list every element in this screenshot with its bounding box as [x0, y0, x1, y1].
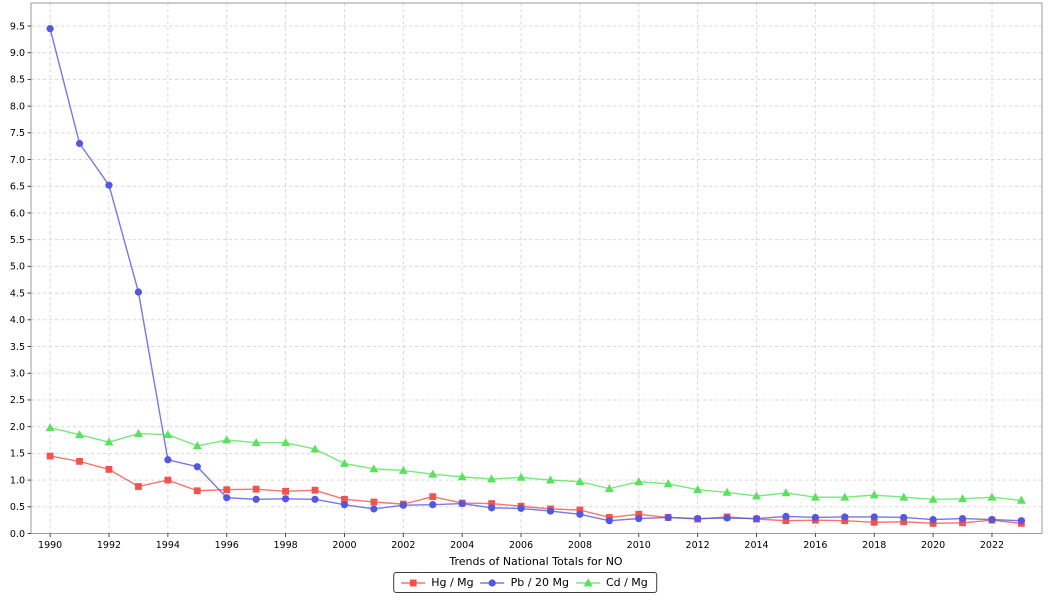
y-tick-label: 8.0 [10, 101, 25, 112]
series-line-cd-mg [49, 427, 1022, 502]
x-tick-label: 2018 [862, 540, 886, 551]
x-tick-label: 2010 [627, 540, 651, 551]
y-tick-label: 1.0 [10, 475, 25, 486]
series-markers-cd-mg [45, 423, 1026, 504]
legend-circle-marker-icon [480, 578, 505, 587]
x-tick-label: 1996 [215, 540, 239, 551]
x-tick-label: 2020 [921, 540, 945, 551]
data-series [45, 25, 1026, 527]
y-tick-label: 3.5 [10, 342, 25, 353]
y-tick-label: 0.5 [10, 502, 25, 513]
axis-ticks: 1990 1992 1994 1996 1998 2000 2002 2004 2006 2008… [10, 21, 1004, 551]
y-tick-label: 0.0 [10, 529, 25, 540]
x-tick-label: 1990 [38, 540, 62, 551]
y-tick-label: 3.0 [10, 369, 25, 380]
x-tick-label: 2002 [391, 540, 415, 551]
y-tick-label: 7.5 [10, 128, 25, 139]
legend-item-pb-20-mg: Pb / 20 Mg [480, 576, 569, 589]
chart-legend: Hg / Mg Pb / 20 Mg Cd / Mg [393, 572, 657, 593]
y-tick-label: 6.0 [10, 208, 25, 219]
x-tick-label: 2014 [744, 540, 768, 551]
series-line-hg-mg [50, 455, 1022, 525]
x-tick-label: 2012 [686, 540, 710, 551]
legend-square-marker-icon [401, 579, 426, 586]
x-tick-label: 2004 [450, 540, 474, 551]
x-tick-label: 2008 [568, 540, 592, 551]
y-tick-label: 2.5 [10, 395, 25, 406]
y-tick-label: 4.0 [10, 315, 25, 326]
legend-item-hg-mg: Hg / Mg [400, 576, 474, 589]
x-tick-label: 2022 [980, 540, 1004, 551]
y-tick-label: 1.5 [10, 449, 25, 460]
y-tick-label: 5.0 [10, 262, 25, 273]
gridlines [31, 3, 1042, 534]
series-markers-pb-20-mg [46, 25, 1025, 525]
y-tick-label: 4.5 [10, 288, 25, 299]
legend-label-hg-mg: Hg / Mg [431, 576, 474, 589]
y-tick-label: 9.5 [10, 21, 25, 32]
y-tick-label: 2.0 [10, 422, 25, 433]
x-tick-label: 1994 [156, 540, 180, 551]
x-tick-label: 1992 [97, 540, 121, 551]
y-tick-label: 9.0 [10, 48, 25, 59]
y-tick-label: 5.5 [10, 235, 25, 246]
plot-border [30, 2, 1043, 534]
legend-label-cd-mg: Cd / Mg [605, 576, 648, 589]
x-tick-label: 2006 [509, 540, 533, 551]
x-tick-label: 2016 [803, 540, 827, 551]
legend-label-pb-20-mg: Pb / 20 Mg [510, 576, 569, 589]
legend-item-cd-mg: Cd / Mg [575, 576, 648, 589]
y-tick-label: 8.5 [10, 75, 25, 86]
series-line-pb-20-mg [49, 28, 1022, 522]
y-tick-label: 6.5 [10, 182, 25, 193]
legend-triangle-marker-icon [575, 577, 600, 586]
x-tick-label: 2000 [332, 540, 356, 551]
x-tick-label: 1998 [273, 540, 297, 551]
y-tick-label: 7.0 [10, 155, 25, 166]
x-axis-title: Trends of National Totals for NO [448, 555, 623, 568]
